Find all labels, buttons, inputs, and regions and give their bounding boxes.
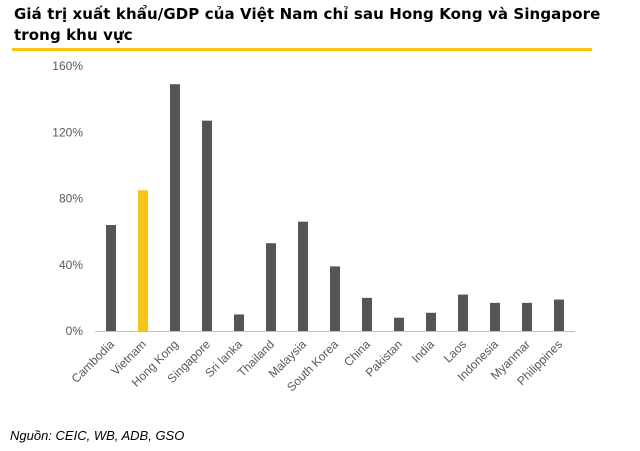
y-tick-label: 40% xyxy=(59,258,83,272)
bar-india xyxy=(426,312,436,331)
y-tick-label: 80% xyxy=(59,192,83,206)
bar-sri-lanka xyxy=(234,314,244,331)
bar-philippines xyxy=(554,299,564,331)
source-note: Nguồn: CEIC, WB, ADB, GSO xyxy=(10,428,185,443)
bar-china xyxy=(362,297,372,331)
chart-title: Giá trị xuất khẩu/GDP của Việt Nam chỉ s… xyxy=(14,5,601,44)
x-tick-label: Laos xyxy=(441,337,469,365)
y-tick-label: 160% xyxy=(52,59,83,73)
bar-laos xyxy=(458,294,468,331)
bar-hong-kong xyxy=(170,84,180,331)
bar-singapore xyxy=(202,120,212,331)
bar-pakistan xyxy=(394,317,404,331)
y-tick-label: 120% xyxy=(52,125,83,139)
title-underline xyxy=(12,48,592,51)
x-tick-label: Cambodia xyxy=(69,337,118,386)
bar-indonesia xyxy=(490,302,500,331)
bar-south-korea xyxy=(330,266,340,331)
bar-cambodia xyxy=(106,225,116,331)
bar-malaysia xyxy=(298,221,308,331)
bar-thailand xyxy=(266,243,276,331)
bar-vietnam xyxy=(138,190,148,331)
x-tick-label: India xyxy=(409,337,438,366)
bar-myanmar xyxy=(522,302,532,331)
y-tick-label: 0% xyxy=(66,324,84,338)
